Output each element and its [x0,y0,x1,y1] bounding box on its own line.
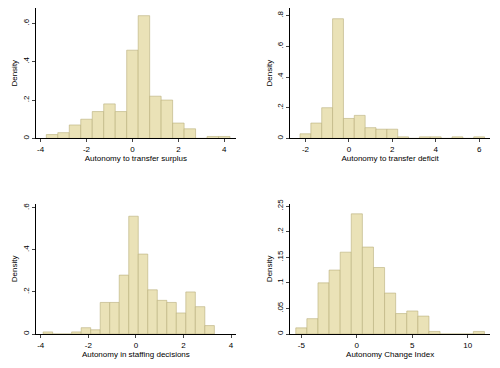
svg-text:.6: .6 [22,18,31,25]
svg-text:0: 0 [134,341,139,350]
svg-text:.4: .4 [276,72,285,79]
svg-text:4: 4 [433,145,438,154]
svg-text:4: 4 [229,341,234,350]
svg-text:6: 6 [477,145,482,154]
svg-text:-5: -5 [298,341,306,350]
svg-text:10: 10 [463,341,472,350]
svg-text:0: 0 [22,330,31,335]
svg-text:0: 0 [130,145,135,154]
svg-text:-2: -2 [85,341,93,350]
svg-text:.6: .6 [22,203,31,210]
svg-text:2: 2 [181,341,186,350]
svg-text:0: 0 [347,145,352,154]
svg-text:-4: -4 [37,341,45,350]
svg-text:4: 4 [222,145,227,154]
svg-text:.4: .4 [22,57,31,64]
svg-text:.6: .6 [276,41,285,48]
svg-text:Density: Density [265,255,274,282]
svg-text:0: 0 [355,341,360,350]
svg-text:Density: Density [10,60,19,87]
svg-text:-2: -2 [302,145,310,154]
svg-text:Density: Density [10,255,19,282]
svg-text:.15: .15 [276,250,285,262]
svg-text:0: 0 [276,330,285,335]
svg-text:.2: .2 [276,103,285,110]
svg-text:0: 0 [22,134,31,139]
svg-text:.1: .1 [276,278,285,285]
svg-text:.2: .2 [22,95,31,102]
svg-text:.2: .2 [276,227,285,234]
svg-text:2: 2 [390,145,395,154]
svg-text:.8: .8 [276,11,285,18]
svg-text:.05: .05 [276,301,285,313]
svg-text:5: 5 [410,341,415,350]
svg-text:Autonomy Change Index: Autonomy Change Index [346,350,434,359]
svg-text:2: 2 [176,145,181,154]
svg-text:Density: Density [265,60,274,87]
svg-text:-2: -2 [83,145,91,154]
svg-text:Autonomy to transfer surplus: Autonomy to transfer surplus [85,154,187,163]
svg-text:.2: .2 [22,287,31,294]
svg-text:Autonomy to transfer deficit: Autonomy to transfer deficit [341,154,439,163]
svg-text:.4: .4 [22,245,31,252]
svg-text:-4: -4 [37,145,45,154]
svg-text:Autonomy in staffing decisions: Autonomy in staffing decisions [82,350,190,359]
svg-text:0: 0 [276,134,285,139]
svg-text:.25: .25 [276,199,285,211]
